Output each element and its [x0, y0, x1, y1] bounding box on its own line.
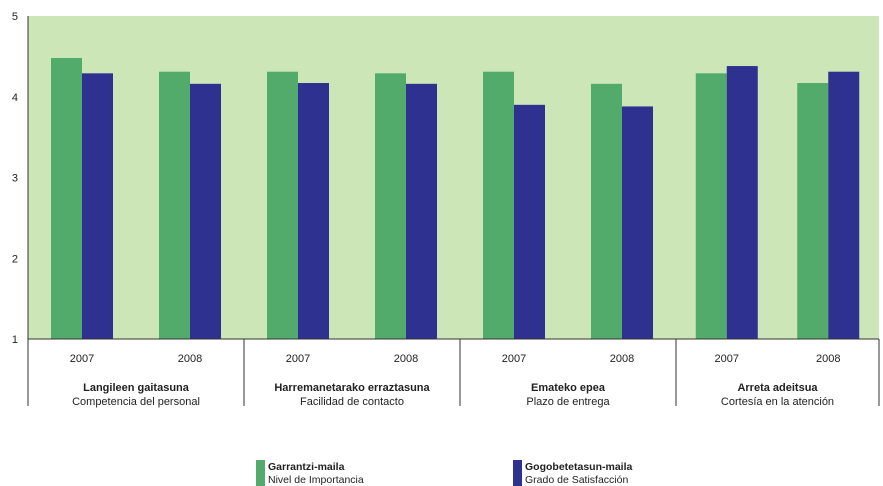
bar-satisfaction — [828, 71, 860, 339]
x-tick-label-year: 2007 — [715, 353, 739, 365]
bar-satisfaction — [514, 104, 545, 339]
x-tick-label-year: 2008 — [394, 353, 418, 365]
y-tick-label: 2 — [12, 253, 18, 265]
x-tick-label-year: 2007 — [70, 353, 94, 365]
bar-importance — [797, 83, 829, 340]
category-label-eu: Arreta adeitsua — [737, 382, 818, 394]
category-label-eu: Harremanetarako erraztasuna — [274, 382, 430, 394]
bar-importance — [375, 73, 406, 340]
bar-satisfaction — [726, 66, 758, 339]
bar-importance — [159, 71, 190, 339]
legend-swatch-importance — [256, 460, 265, 486]
plot-area: 1 2 3 4 5 2007 2008 Langileen gaitasuna Competen… — [12, 11, 880, 408]
legend-label-satisfaction-eu: Gogobetetasun-maila — [525, 461, 633, 473]
y-tick-label: 1 — [12, 334, 18, 346]
legend: Garrantzi-maila Nivel de Importancia Gog… — [256, 460, 633, 486]
bar-importance — [51, 57, 82, 340]
category-label-es: Competencia del personal — [72, 396, 200, 408]
x-tick-label-year: 2007 — [286, 353, 310, 365]
legend-item-importance: Garrantzi-maila Nivel de Importancia — [256, 460, 364, 486]
x-tick-label-year: 2008 — [178, 353, 202, 365]
category-label-es: Cortesía en la atención — [721, 396, 834, 408]
category-label-eu: Emateko epea — [531, 382, 606, 394]
bar-importance — [591, 83, 622, 339]
category-label-es: Facilidad de contacto — [300, 396, 404, 408]
x-tick-label-year: 2008 — [610, 353, 634, 365]
bar-importance — [695, 73, 727, 340]
legend-label-importance-eu: Garrantzi-maila — [268, 461, 345, 473]
category-label-eu: Langileen gaitasuna — [83, 382, 190, 394]
legend-item-satisfaction: Gogobetetasun-maila Grado de Satisfacció… — [513, 460, 633, 486]
bar-satisfaction — [622, 106, 653, 339]
bar-satisfaction — [190, 83, 221, 339]
y-tick-label: 4 — [12, 92, 18, 104]
x-tick-label-year: 2007 — [502, 353, 526, 365]
y-tick-label: 3 — [12, 173, 18, 185]
legend-swatch-satisfaction — [513, 460, 522, 486]
bar-importance — [267, 71, 298, 339]
bar-satisfaction — [298, 83, 329, 340]
legend-label-importance-es: Nivel de Importancia — [268, 474, 364, 486]
category-label-es: Plazo de entrega — [526, 396, 610, 408]
y-tick-label: 5 — [12, 11, 18, 23]
bar-importance — [483, 71, 514, 339]
bar-satisfaction — [82, 73, 113, 340]
bar-satisfaction — [406, 83, 437, 339]
legend-label-satisfaction-es: Grado de Satisfacción — [525, 474, 628, 486]
x-tick-label-year: 2008 — [816, 353, 840, 365]
